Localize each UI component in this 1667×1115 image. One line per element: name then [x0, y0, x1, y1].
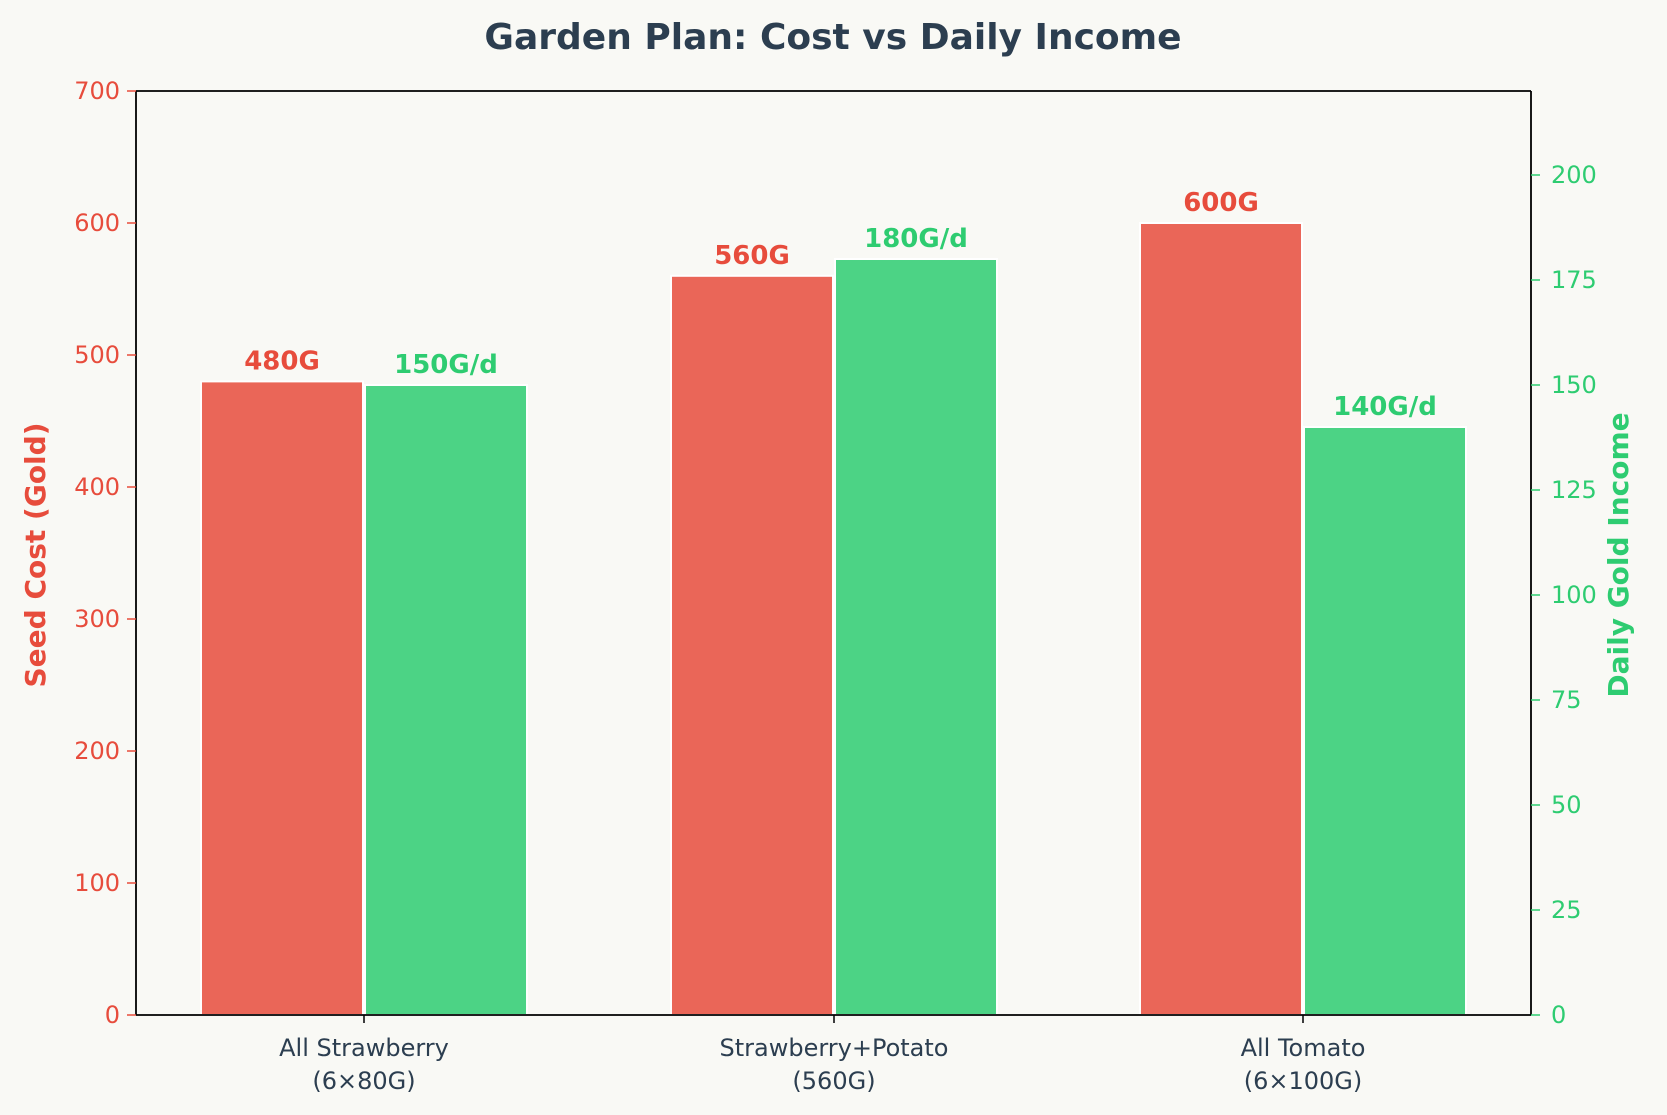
x-tick-label-line: (560G) — [792, 1067, 875, 1095]
cost-bar-2 — [670, 274, 834, 1016]
right-tick-label: 75 — [1551, 686, 1582, 714]
income-bar-3 — [1303, 426, 1467, 1016]
right-tick-label: 0 — [1551, 1001, 1566, 1029]
right-tick-label: 150 — [1551, 371, 1597, 399]
cost-value-label-2: 560G — [714, 241, 790, 271]
cost-value-label-1: 480G — [244, 346, 320, 376]
left-tick-label: 200 — [74, 737, 120, 765]
chart-title: Garden Plan: Cost vs Daily Income — [484, 17, 1181, 58]
income-bar-2 — [834, 258, 998, 1016]
cost-bar-3 — [1139, 222, 1303, 1016]
right-tick-label: 200 — [1551, 161, 1597, 189]
income-bar-1 — [364, 384, 528, 1016]
right-tick-label: 50 — [1551, 791, 1582, 819]
left-tick-label: 600 — [74, 209, 120, 237]
right-tick-label: 125 — [1551, 476, 1597, 504]
left-tick-label: 700 — [74, 77, 120, 105]
left-tick-label: 0 — [105, 1001, 120, 1029]
left-tick-label: 500 — [74, 341, 120, 369]
value-labels-layer: 480G 150G/d 560G 180G/d 600G 140G/d — [244, 188, 1437, 422]
cost-bar-1 — [200, 380, 364, 1016]
x-tick-label-line: Strawberry+Potato — [720, 1034, 949, 1062]
income-value-label-2: 180G/d — [864, 224, 968, 254]
x-tick-label-line: (6×100G) — [1244, 1067, 1363, 1095]
bars-layer — [200, 222, 1467, 1016]
right-axis-title: Daily Gold Income — [1602, 412, 1635, 697]
income-value-label-1: 150G/d — [394, 350, 498, 380]
left-tick-label: 100 — [74, 869, 120, 897]
x-tick-label-2: Strawberry+Potato (560G) — [720, 1034, 949, 1095]
x-tick-label-line: All Tomato — [1241, 1034, 1366, 1062]
x-tick-label-line: (6×80G) — [312, 1067, 415, 1095]
x-tick-label-line: All Strawberry — [279, 1034, 449, 1062]
x-tick-label-3: All Tomato (6×100G) — [1241, 1034, 1366, 1095]
cost-value-label-3: 600G — [1183, 188, 1259, 218]
right-tick-label: 25 — [1551, 896, 1582, 924]
axes-layer: All Strawberry (6×80G) Strawberry+Potato (5… — [74, 77, 1597, 1095]
left-tick-label: 300 — [74, 605, 120, 633]
income-value-label-3: 140G/d — [1333, 392, 1437, 422]
right-tick-label: 175 — [1551, 266, 1597, 294]
left-tick-label: 400 — [74, 473, 120, 501]
x-tick-label-1: All Strawberry (6×80G) — [279, 1034, 449, 1095]
left-axis-title: Seed Cost (Gold) — [19, 423, 52, 688]
right-tick-label: 100 — [1551, 581, 1597, 609]
